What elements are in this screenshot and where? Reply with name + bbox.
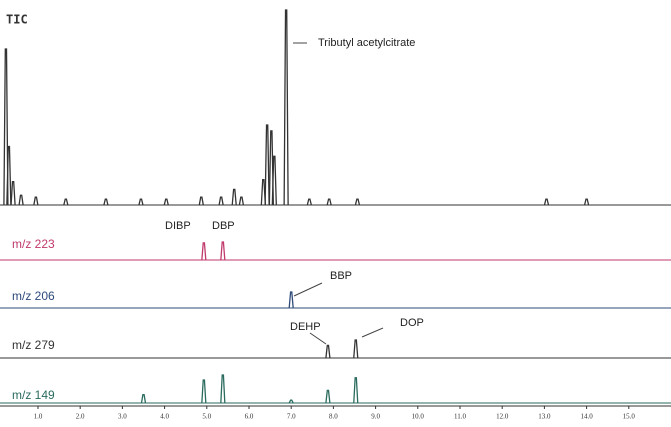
peak [326,198,332,206]
peak [18,194,24,206]
trace-label: TIC [6,13,28,27]
x-tick-label: 14.0 [580,413,593,421]
peak [198,196,204,206]
trace-label: m/z 206 [12,289,55,303]
peak-annotation: DIBP [165,220,191,232]
x-tick-label: 4.0 [160,413,169,421]
leader-line [361,327,384,338]
peak [583,198,590,206]
peak [201,379,207,404]
peak [354,198,361,206]
peak [325,344,331,359]
peak [283,9,289,206]
peak [353,377,359,404]
peak [6,145,12,206]
x-tick-label: 1.0 [34,413,43,421]
peak [271,155,277,206]
x-tick-label: 15.0 [623,413,636,421]
peak [543,198,550,206]
leader-line [309,332,327,345]
x-tick-label: 6.0 [245,413,254,421]
x-tick-label: 12.0 [496,413,509,421]
x-tick-label: 5.0 [202,413,211,421]
peak [218,196,224,206]
peak [3,48,9,206]
x-tick-label: 9.0 [371,413,380,421]
peak [10,180,16,206]
peak [140,393,147,404]
peak [138,198,144,206]
x-tick-label: 8.0 [329,413,338,421]
peak-annotation: Tributyl acetylcitrate [318,37,415,49]
peak [306,198,312,206]
x-tick-label: 7.0 [287,413,296,421]
peak [264,124,270,206]
peak [201,242,207,261]
x-tick-label: 10.0 [412,413,425,421]
peak [353,339,359,359]
peak-annotation: DEHP [290,321,321,333]
peak [220,241,226,261]
peak [325,389,331,404]
peak [231,188,237,206]
x-tick-label: 11.0 [454,413,466,421]
peak [163,198,169,206]
x-tick-label: 13.0 [538,413,551,421]
peak [238,196,245,206]
peak [268,130,275,206]
trace-label: m/z 279 [12,338,55,352]
peak [33,196,39,206]
peak [288,291,294,309]
peak [260,179,266,206]
x-tick-label: 3.0 [118,413,127,421]
peak [288,399,294,404]
x-tick-label: 2.0 [76,413,85,421]
peak-annotation: DOP [400,317,424,329]
trace-label: m/z 149 [12,388,55,402]
trace-label: m/z 223 [12,237,55,251]
peak [63,198,69,206]
peak [220,374,226,404]
peak [103,198,109,206]
peak-annotation: BBP [330,270,352,282]
peak-annotation: DBP [212,220,235,232]
leader-line [293,282,323,297]
